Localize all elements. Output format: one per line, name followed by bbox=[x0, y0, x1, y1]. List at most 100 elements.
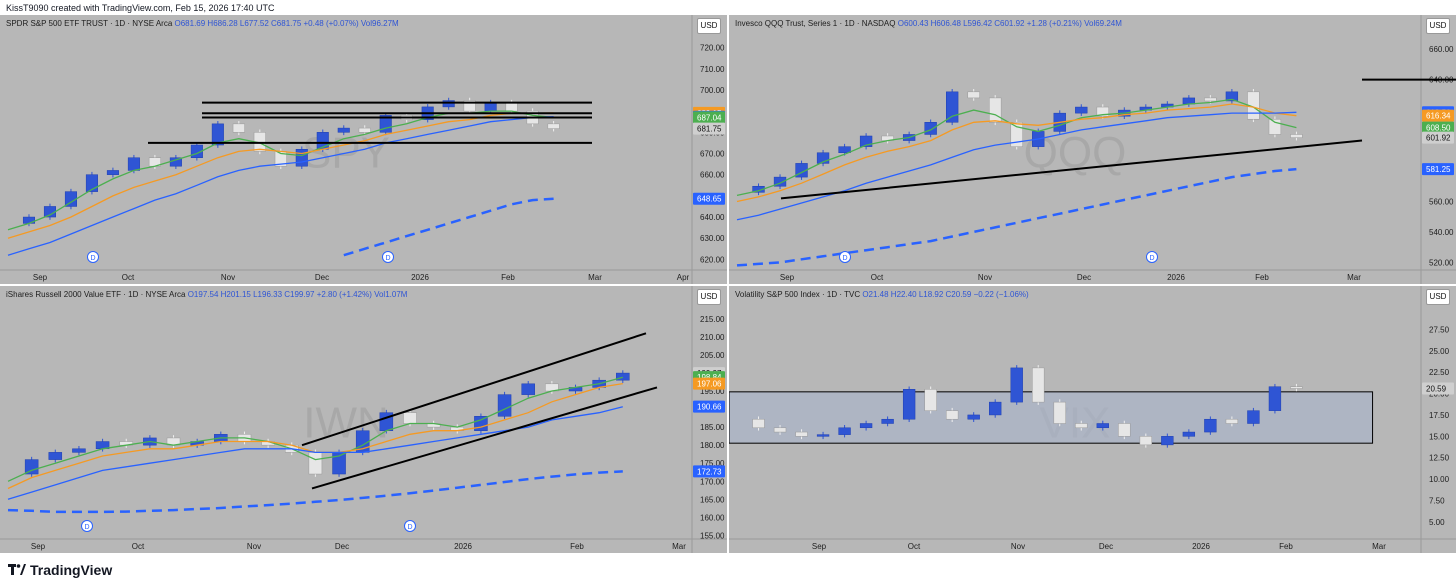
qqq-legend-volume: Vol69.24M bbox=[1084, 19, 1122, 28]
qqq-candle bbox=[816, 152, 830, 164]
spy-x-tick: Nov bbox=[221, 273, 235, 282]
vix-x-tick: Feb bbox=[1279, 542, 1293, 551]
spy-candle bbox=[295, 149, 308, 167]
spy-y-tick: 720.00 bbox=[700, 44, 725, 53]
vix-candle bbox=[1161, 436, 1174, 446]
spy-chart-panel[interactable]: SPY720.00710.00700.00690.00680.00670.006… bbox=[0, 15, 727, 284]
iwn-candle bbox=[616, 372, 630, 381]
chart-grid: SPY720.00710.00700.00690.00680.00670.006… bbox=[0, 15, 1456, 553]
vix-currency-button[interactable]: USD bbox=[1426, 289, 1450, 305]
vix-legend-o: O21.48 bbox=[862, 290, 891, 299]
iwn-dividend-marker-icon bbox=[404, 520, 416, 532]
qqq-y-tick: 520.00 bbox=[1429, 258, 1454, 267]
iwn-y-tick: 175.00 bbox=[700, 459, 725, 468]
vix-y-tick: 27.50 bbox=[1429, 325, 1450, 334]
iwn-x-tick: Sep bbox=[31, 542, 46, 551]
spy-y-tick: 700.00 bbox=[700, 86, 725, 95]
spy-legend-volume: Vol96.27M bbox=[360, 19, 399, 28]
qqq-legend-c: C601.92 bbox=[994, 19, 1027, 28]
vix-legend-c: C20.59 bbox=[945, 290, 974, 299]
spy-y-tick: 660.00 bbox=[700, 171, 725, 180]
qqq-x-tick: Dec bbox=[1077, 273, 1091, 282]
iwn-dividend-marker-label: D bbox=[84, 524, 89, 531]
iwn-chart-panel[interactable]: IWN215.00210.00205.00200.00195.00190.001… bbox=[0, 286, 727, 553]
iwn-currency-button[interactable]: USD bbox=[697, 289, 721, 305]
vix-y-tick: 7.50 bbox=[1429, 497, 1445, 506]
qqq-ascending-trendline bbox=[780, 139, 1363, 200]
qqq-legend-o: O600.43 bbox=[897, 19, 931, 28]
qqq-legend-name: Invesco QQQ Trust, Series 1 · 1D · NASDA… bbox=[735, 19, 898, 28]
iwn-channel-upper-line bbox=[301, 332, 647, 447]
iwn-y-tick: 180.00 bbox=[700, 441, 725, 450]
spy-candle bbox=[85, 174, 98, 192]
qqq-legend-l: L596.42 bbox=[963, 19, 995, 28]
iwn-sma-200-line bbox=[7, 470, 623, 514]
spy-sma-long-line bbox=[7, 116, 554, 256]
spy-x-tick: Dec bbox=[315, 273, 329, 282]
qqq-candle bbox=[773, 176, 787, 187]
qqq-candle bbox=[967, 91, 980, 99]
vix-x-tick: Sep bbox=[812, 542, 827, 551]
qqq-candle bbox=[924, 122, 937, 135]
qqq-candle bbox=[1010, 122, 1023, 147]
iwn-chart-svg: IWN215.00210.00205.00200.00195.00190.001… bbox=[0, 286, 727, 553]
iwn-y-tick: 210.00 bbox=[700, 333, 725, 342]
qqq-legend-change: +1.28 (+0.21%) bbox=[1026, 19, 1085, 28]
iwn-legend: iShares Russell 2000 Value ETF · 1D · NY… bbox=[6, 290, 407, 299]
qqq-candle bbox=[1225, 91, 1239, 102]
iwn-sma-short-line bbox=[7, 376, 623, 482]
spy-y-tick: 620.00 bbox=[700, 255, 725, 264]
spy-legend-o: O681.69 bbox=[174, 19, 208, 28]
spy-legend-c: C681.75 bbox=[271, 19, 304, 28]
vix-candle bbox=[967, 414, 980, 420]
iwn-price-tag bbox=[693, 377, 725, 390]
qqq-candle bbox=[1290, 134, 1303, 138]
iwn-y-tick: 160.00 bbox=[700, 513, 725, 522]
qqq-y-tick: 540.00 bbox=[1429, 228, 1454, 237]
spy-dividend-marker-label: D bbox=[385, 255, 390, 262]
tradingview-logo[interactable]: TradingView bbox=[8, 562, 112, 578]
iwn-price-tag bbox=[693, 400, 725, 413]
qqq-price-tag-label: 616.34 bbox=[1426, 112, 1451, 121]
vix-y-tick: 5.00 bbox=[1429, 518, 1445, 527]
spy-currency-button[interactable]: USD bbox=[697, 18, 721, 34]
vix-x-tick: Nov bbox=[1011, 542, 1025, 551]
vix-candle bbox=[1053, 401, 1066, 424]
qqq-sma-mid-line bbox=[736, 103, 1297, 203]
iwn-candle bbox=[403, 412, 417, 424]
vix-candle bbox=[1204, 418, 1217, 433]
qqq-currency-button[interactable]: USD bbox=[1426, 18, 1450, 34]
spy-candle bbox=[337, 127, 350, 133]
chart-credit: KissT9090 created with TradingView.com, … bbox=[6, 3, 275, 13]
iwn-legend-o: O197.54 bbox=[187, 290, 221, 299]
spy-y-tick: 630.00 bbox=[700, 234, 725, 243]
iwn-price-tag-label: 197.06 bbox=[697, 380, 722, 389]
qqq-dividend-marker-icon bbox=[1146, 251, 1158, 263]
spy-candle bbox=[190, 144, 203, 158]
iwn-x-tick: Dec bbox=[335, 542, 349, 551]
vix-legend-l: L18.92 bbox=[918, 290, 946, 299]
iwn-x-tick: Feb bbox=[570, 542, 584, 551]
vix-chart-panel[interactable]: VIX27.5025.0022.5020.0017.5015.0012.5010… bbox=[729, 286, 1456, 553]
vix-y-tick: 25.00 bbox=[1429, 347, 1450, 356]
qqq-candle bbox=[1075, 106, 1088, 114]
spy-dividend-marker-icon bbox=[87, 251, 99, 263]
iwn-channel-lower-line bbox=[311, 386, 658, 490]
vix-candle bbox=[1247, 410, 1260, 424]
spy-chart-svg: SPY720.00710.00700.00690.00680.00670.006… bbox=[0, 15, 727, 284]
iwn-candle bbox=[497, 394, 512, 417]
spy-candle bbox=[442, 100, 455, 108]
vix-candle bbox=[924, 389, 937, 411]
tradingview-brand: TradingView bbox=[30, 562, 113, 578]
vix-candle bbox=[1225, 418, 1239, 424]
iwn-y-tick: 155.00 bbox=[700, 531, 725, 540]
qqq-candle bbox=[1096, 106, 1109, 117]
tradingview-logo-icon bbox=[8, 564, 26, 575]
qqq-chart-panel[interactable]: QQQ660.00640.00620.00600.00580.00560.005… bbox=[729, 15, 1456, 284]
spy-dividend-marker-label: D bbox=[90, 255, 95, 262]
vix-candle bbox=[773, 427, 787, 433]
spy-legend-h: H686.28 bbox=[207, 19, 240, 28]
vix-candle bbox=[881, 418, 894, 424]
vix-candle bbox=[1268, 386, 1282, 411]
spy-x-tick: Sep bbox=[33, 273, 48, 282]
